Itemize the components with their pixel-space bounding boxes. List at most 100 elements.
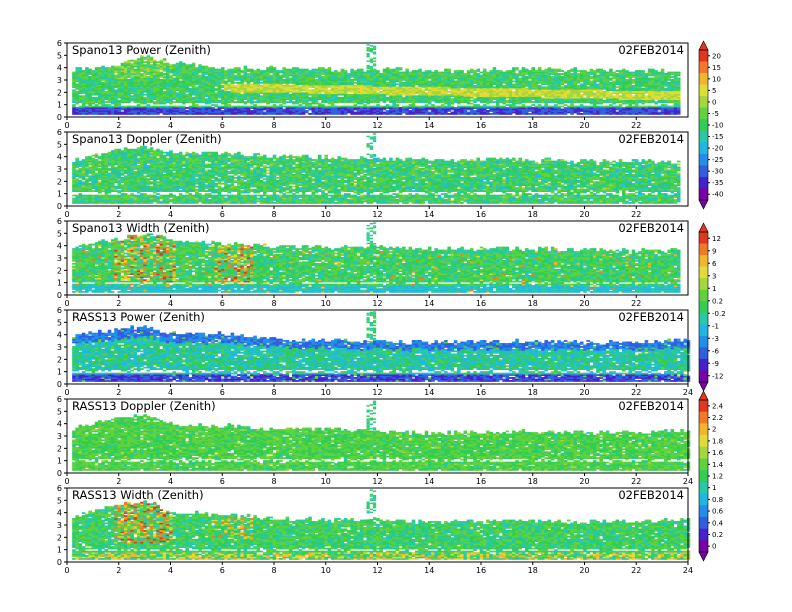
heat-cell	[289, 94, 293, 96]
heat-cell	[286, 69, 290, 71]
heat-cell	[234, 85, 238, 87]
heat-cell	[331, 72, 335, 74]
heat-cell	[105, 104, 109, 106]
heat-cell	[302, 106, 306, 108]
heat-cell	[75, 91, 79, 93]
heat-cell	[447, 113, 451, 115]
heat-cell	[596, 106, 600, 108]
heat-cell	[493, 106, 497, 108]
heat-cell	[512, 91, 516, 93]
heat-cell	[367, 44, 370, 45]
heat-cell	[428, 80, 432, 82]
heat-cell	[134, 69, 138, 71]
heat-cell	[506, 70, 510, 72]
heat-cell	[619, 70, 623, 72]
heat-cell	[599, 69, 603, 71]
heat-cell	[179, 80, 183, 82]
heat-cell	[337, 97, 341, 99]
heat-cell	[240, 106, 244, 108]
heat-cell	[363, 104, 367, 106]
heat-cell	[354, 82, 358, 84]
heat-cell	[415, 86, 419, 88]
heat-cell	[231, 69, 235, 71]
heat-cell	[276, 70, 280, 72]
heat-cell	[586, 86, 590, 88]
heat-cell	[596, 83, 600, 85]
heat-cell	[512, 83, 516, 85]
heat-cell	[160, 106, 164, 108]
heat-cell	[619, 104, 623, 106]
heat-cell	[240, 70, 244, 72]
heat-cell	[88, 76, 92, 78]
heat-cell	[205, 106, 209, 108]
heat-cell	[405, 69, 409, 71]
heat-cell	[257, 106, 261, 108]
heat-cell	[396, 104, 400, 106]
heat-cell	[367, 56, 370, 57]
heat-cell	[386, 110, 390, 112]
heat-cell	[127, 79, 131, 81]
heat-cell	[218, 106, 222, 108]
heat-cell	[525, 88, 529, 90]
heat-cell	[121, 112, 125, 114]
heat-cell	[506, 104, 510, 106]
heat-cell	[405, 106, 409, 108]
heat-cell	[250, 69, 254, 71]
heat-cell	[341, 106, 345, 108]
heat-cell	[386, 104, 390, 106]
heat-cell	[305, 110, 309, 112]
heat-cell	[367, 53, 370, 54]
heat-cell	[577, 70, 581, 72]
heat-cell	[519, 70, 523, 72]
heat-cell	[121, 63, 125, 65]
heat-cell	[244, 106, 248, 108]
heat-cell	[473, 98, 477, 100]
heat-cell	[315, 79, 319, 81]
heat-cell	[431, 72, 435, 74]
heat-cell	[590, 98, 594, 100]
heat-cell	[111, 106, 115, 108]
heat-cell	[567, 106, 571, 108]
heat-cell	[292, 67, 296, 69]
heat-cell	[564, 85, 568, 87]
heat-cell	[370, 60, 373, 61]
heat-cell	[328, 89, 332, 91]
heat-cell	[218, 100, 222, 102]
heat-cell	[328, 106, 332, 108]
heat-cell	[434, 106, 438, 108]
heat-cell	[538, 67, 542, 69]
heat-cell	[286, 101, 290, 103]
heat-cell	[208, 106, 212, 108]
heat-cell	[509, 70, 513, 72]
heat-cell	[470, 69, 474, 71]
heat-cell	[454, 70, 458, 72]
heat-cell	[153, 106, 157, 108]
heat-cell	[383, 106, 387, 108]
heat-cell	[324, 106, 328, 108]
heat-cell	[263, 70, 267, 72]
heat-cell	[583, 106, 587, 108]
heat-cell	[247, 73, 251, 75]
heat-cell	[467, 106, 471, 108]
heat-cell	[438, 106, 442, 108]
heat-cell	[561, 106, 565, 108]
heat-cell	[531, 67, 535, 69]
heat-cell	[266, 67, 270, 69]
heat-cell	[425, 104, 429, 106]
heat-cell	[583, 97, 587, 99]
heat-cell	[421, 72, 425, 74]
heat-cell	[114, 66, 118, 68]
heat-cell	[182, 63, 186, 65]
heat-cell	[315, 106, 319, 108]
heat-cell	[480, 72, 484, 74]
heat-cell	[247, 69, 251, 71]
heat-cell	[127, 60, 131, 62]
heat-cell	[425, 70, 429, 72]
heat-cell	[590, 80, 594, 82]
heat-cell	[428, 70, 432, 72]
heat-cell	[172, 106, 176, 108]
heat-cell	[379, 73, 383, 75]
heat-cell	[564, 72, 568, 74]
heat-cell	[185, 64, 189, 66]
heat-cell	[373, 69, 377, 71]
